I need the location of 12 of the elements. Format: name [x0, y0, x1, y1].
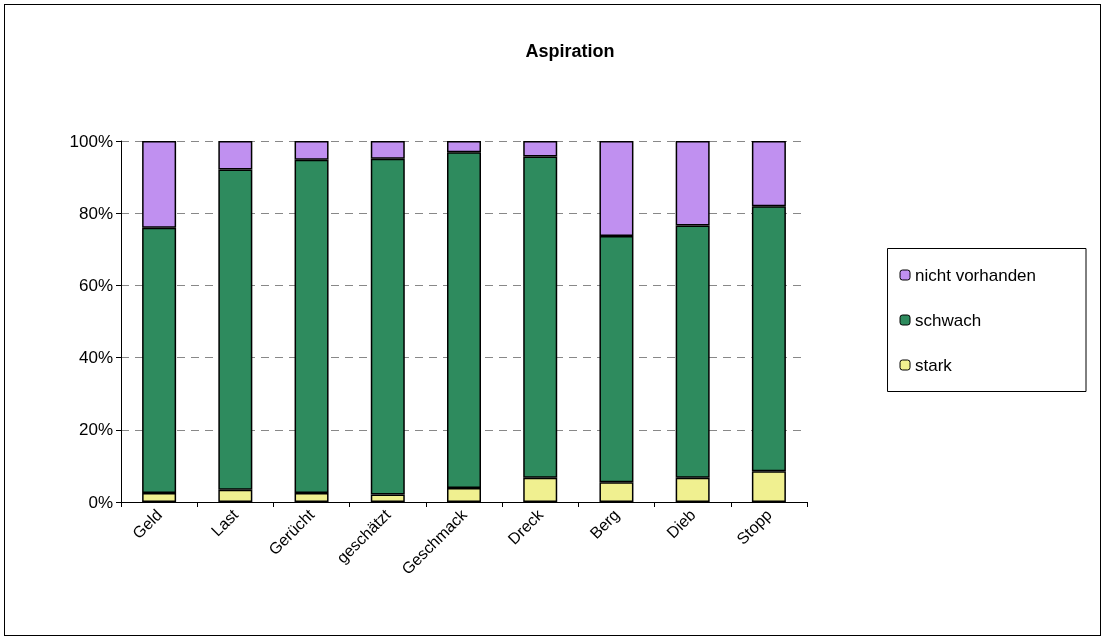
x-tick-label: Last	[207, 505, 242, 540]
y-tick-label: 60%	[78, 275, 113, 295]
y-tick-label: 20%	[78, 420, 113, 440]
y-tick-label: 100%	[69, 131, 113, 151]
legend-label: stark	[915, 355, 953, 375]
y-tick-label: 80%	[78, 203, 113, 223]
y-tick-label: 0%	[88, 492, 113, 512]
legend-label: schwach	[915, 310, 982, 330]
legend-label: nicht vorhanden	[915, 265, 1037, 285]
chart-title: Aspiration	[525, 41, 615, 61]
x-tick-label: Dieb	[663, 505, 699, 542]
y-tick-label: 40%	[78, 348, 113, 368]
